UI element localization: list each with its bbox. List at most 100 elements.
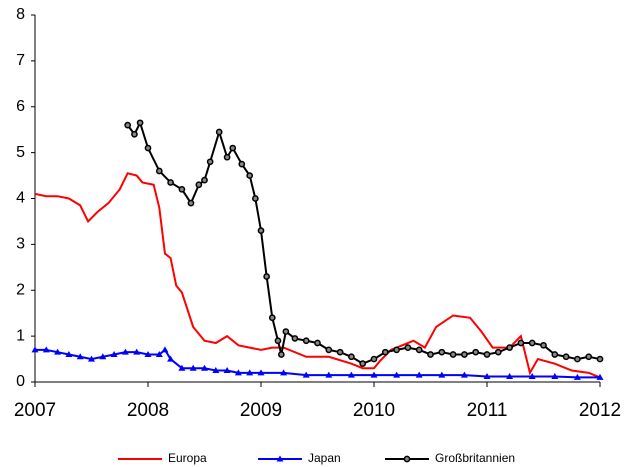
point [277, 351, 285, 358]
x-tick-label: 2010 [353, 400, 395, 421]
series-line [126, 120, 601, 365]
point [574, 355, 581, 363]
point [461, 351, 468, 358]
point [246, 172, 254, 179]
point [155, 167, 163, 175]
point [506, 372, 514, 379]
legend-label: Großbritannien [435, 451, 515, 465]
point [359, 360, 367, 367]
point [483, 372, 491, 379]
point [223, 367, 231, 374]
y-tick-label: 6 [16, 98, 25, 115]
point [155, 350, 163, 357]
point [31, 346, 39, 353]
point [403, 455, 411, 463]
point [393, 346, 400, 354]
point [393, 371, 401, 378]
point [201, 176, 208, 184]
point [212, 367, 220, 374]
point [551, 372, 559, 379]
y-tick-label: 1 [16, 327, 25, 344]
point [238, 160, 246, 168]
point [347, 371, 355, 378]
point [257, 369, 265, 376]
point [229, 144, 237, 152]
point [415, 346, 423, 354]
point [370, 371, 378, 378]
point [483, 351, 491, 358]
point [302, 337, 310, 345]
point [551, 351, 559, 358]
point [404, 344, 412, 351]
point [252, 195, 259, 202]
y-tick-label: 4 [16, 190, 25, 207]
point [528, 339, 536, 347]
point [472, 348, 480, 356]
x-tick-label: 2009 [240, 400, 282, 421]
point [215, 128, 223, 136]
point [540, 341, 547, 349]
point [415, 371, 423, 378]
point [325, 346, 333, 354]
point [325, 371, 333, 378]
point [124, 121, 132, 129]
point [110, 350, 118, 357]
point [187, 199, 195, 207]
point [144, 350, 152, 357]
point [449, 351, 457, 358]
point [596, 373, 604, 380]
point [282, 328, 290, 335]
y-tick-label: 2 [16, 281, 25, 298]
point [348, 353, 355, 361]
point [136, 119, 144, 127]
point [246, 369, 254, 376]
legend-label: Europa [168, 451, 207, 465]
point [517, 339, 525, 347]
point [234, 369, 242, 376]
point [257, 227, 265, 234]
point [302, 371, 310, 378]
point [381, 348, 389, 356]
point [438, 371, 446, 378]
x-tick-label: 2007 [14, 400, 56, 421]
point [291, 335, 299, 342]
point [178, 185, 186, 193]
series-line [34, 172, 601, 379]
point [562, 353, 570, 361]
point [144, 144, 152, 152]
point [223, 153, 231, 161]
point [585, 353, 593, 361]
point [263, 273, 270, 280]
point [280, 369, 288, 376]
x-tick-label: 2008 [127, 400, 169, 421]
point [336, 348, 344, 356]
point [528, 372, 536, 379]
point [268, 314, 276, 322]
point [274, 337, 282, 345]
point [131, 130, 138, 138]
point [189, 364, 197, 371]
y-tick-label: 3 [16, 236, 25, 253]
point [206, 158, 214, 166]
point [121, 348, 129, 355]
series-line [35, 348, 600, 379]
point [42, 346, 50, 353]
point [427, 351, 434, 358]
point [314, 339, 321, 347]
y-tick-label: 0 [16, 373, 25, 390]
point [596, 355, 604, 363]
point [438, 348, 446, 356]
y-tick-label: 8 [16, 6, 25, 23]
y-tick-label: 7 [16, 52, 25, 69]
point [76, 353, 84, 360]
point [167, 179, 174, 186]
point [99, 353, 107, 360]
point [133, 348, 141, 355]
y-tick-label: 5 [16, 144, 25, 161]
point [506, 344, 513, 351]
point [201, 364, 208, 371]
point [370, 355, 378, 363]
point [65, 350, 73, 357]
legend-label: Japan [308, 451, 341, 465]
